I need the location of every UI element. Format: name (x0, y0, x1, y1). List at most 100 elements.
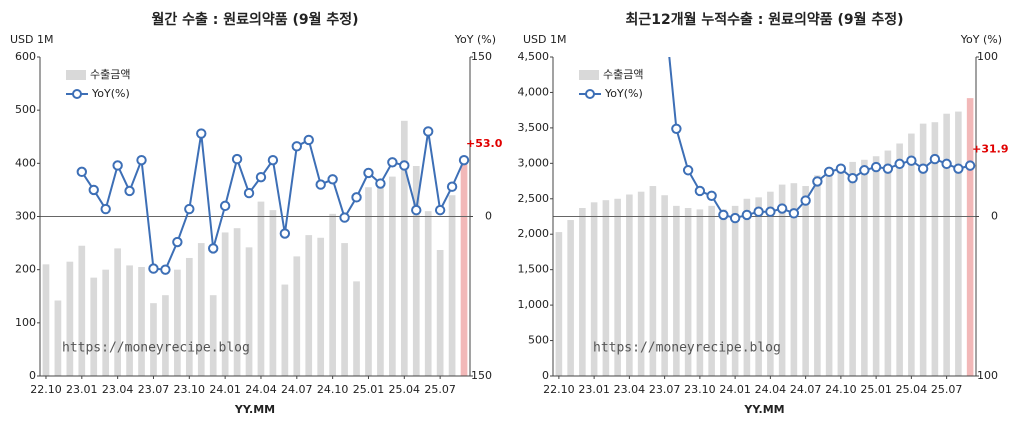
chart: 최근12개월 누적수출 : 원료의약품 (9월 추정) USD 1M YoY (%)… (518, 11, 1009, 416)
watermark: https://moneyrecipe.blog (593, 341, 781, 356)
line-group (76, 126, 470, 275)
yoy-marker (753, 206, 764, 217)
yoy-marker (434, 204, 446, 216)
x-tick-label: 24.07 (790, 383, 822, 396)
yoy-marker (729, 212, 741, 224)
chart-title: 최근12개월 누적수출 : 원료의약품 (9월 추정) (625, 11, 903, 28)
yoy-marker (788, 208, 800, 219)
bar (814, 175, 821, 376)
y-tick-label: 3,000 (518, 156, 550, 169)
yoy-marker (124, 185, 135, 197)
y2-axis-label: YoY (%) (960, 33, 1002, 46)
y-tick-label: 4,000 (518, 85, 550, 98)
y-tick-label: 0 (542, 369, 549, 382)
x-tick-label: 23.01 (66, 383, 98, 396)
yoy-marker (706, 190, 717, 201)
bar (400, 120, 408, 376)
annotation: +53.0 (466, 137, 503, 150)
y-axis-label: USD 1M (10, 33, 54, 46)
bar (931, 122, 939, 377)
legend-label: 수출금액 (90, 68, 130, 81)
x-tick-label: 23.07 (138, 383, 170, 396)
bar (341, 243, 348, 376)
bar (269, 210, 277, 376)
bar (221, 232, 229, 376)
bar (637, 191, 645, 376)
yoy-marker (231, 153, 243, 165)
x-tick-label: 25.07 (424, 383, 456, 396)
bar (661, 195, 668, 376)
x-tick-label: 25.07 (931, 383, 963, 396)
bar (329, 213, 336, 376)
x-tick-label: 24.07 (281, 383, 313, 396)
legend-label: 수출금액 (603, 68, 643, 81)
yoy-marker (327, 174, 338, 185)
x-tick-label: 24.01 (719, 383, 751, 396)
y-tick-label: 1,000 (518, 298, 550, 311)
y-tick-label: 1,500 (518, 263, 550, 276)
yoy-marker (859, 165, 870, 176)
bar (245, 247, 253, 376)
y2-tick-label: 100 (977, 50, 998, 63)
bar (377, 181, 384, 376)
bar (614, 198, 621, 376)
x-tick-label: 22.10 (543, 383, 575, 396)
yoy-marker (929, 153, 941, 165)
bar (448, 195, 456, 376)
chart: 월간 수출 : 원료의약품 (9월 추정) USD 1M YoY (%) YY.MM 0… (10, 11, 503, 416)
yoy-marker (267, 154, 279, 166)
yoy-marker (718, 209, 729, 221)
y-tick-label: 600 (15, 50, 36, 63)
bar (684, 207, 692, 376)
bar (767, 191, 774, 376)
x-axis-label: YY.MM (234, 403, 275, 416)
yoy-marker (906, 155, 917, 166)
yoy-marker (882, 163, 894, 174)
yoy-marker (800, 195, 811, 206)
y-tick-label: 3,500 (518, 121, 550, 134)
bar (896, 143, 903, 376)
x-tick-label: 24.01 (209, 383, 241, 396)
bar (66, 261, 74, 376)
y-tick-label: 200 (15, 263, 36, 276)
y-tick-label: 100 (15, 316, 36, 329)
yoy-marker (76, 166, 88, 178)
bar (908, 133, 915, 376)
x-tick-label: 24.04 (755, 383, 787, 396)
bar (790, 183, 798, 376)
bar (150, 303, 157, 376)
bar (708, 205, 715, 376)
bar (305, 235, 313, 376)
yoy-marker (953, 163, 964, 174)
bar (919, 123, 927, 376)
bar (602, 200, 610, 376)
x-tick-label: 23.04 (102, 383, 134, 396)
bar (353, 281, 360, 376)
bar (579, 207, 586, 376)
x-tick-label: 25.01 (860, 383, 892, 396)
annotation: +31.9 (972, 143, 1008, 156)
yoy-marker (315, 179, 326, 190)
y2-tick-label: 0 (991, 210, 998, 223)
y-tick-label: 500 (15, 103, 36, 116)
yoy-marker (741, 209, 753, 221)
bar (389, 176, 396, 376)
x-tick-label: 24.10 (317, 383, 349, 396)
yoy-marker (88, 184, 99, 196)
y-tick-label: 2,500 (518, 192, 550, 205)
bar (884, 150, 892, 376)
yoy-marker (148, 263, 159, 274)
x-tick-label: 24.10 (825, 383, 857, 396)
bar (731, 205, 739, 376)
bar (197, 243, 205, 376)
bar (365, 187, 372, 376)
legend-marker (72, 89, 82, 99)
bar (293, 256, 301, 376)
yoy-marker (160, 264, 171, 275)
bar (317, 237, 325, 376)
yoy-marker (847, 173, 858, 184)
yoy-marker (694, 185, 706, 197)
bar (436, 249, 444, 376)
bar (174, 269, 181, 376)
yoy-marker (291, 141, 303, 152)
